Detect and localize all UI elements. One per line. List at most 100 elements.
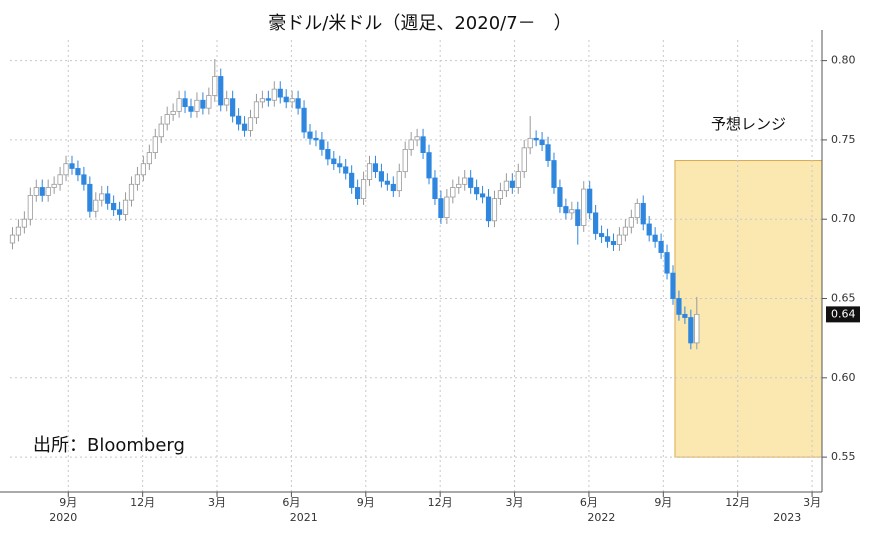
candle-body [616,234,623,245]
candle-body [134,174,141,185]
candle-body [503,180,509,192]
y-tick-label: 0.60 [831,371,856,384]
candle-body [593,212,599,234]
candle-body [634,202,640,219]
candle-body [658,241,664,253]
candle-body [366,163,373,180]
candle-body [557,187,563,207]
candle-body [51,183,57,188]
candle-body [63,163,69,176]
candle-body [122,199,129,215]
candle-body [587,188,593,214]
candle-body [384,180,390,185]
candle-body [646,223,652,236]
candle-body [164,114,170,125]
candle-body [670,272,676,299]
candle-body [33,187,39,196]
candle-body [402,149,408,173]
forecast-label: 予想レンジ [711,115,786,133]
x-tick-label: 12月 [428,496,453,509]
candle-body [474,187,480,195]
candle-body [640,202,646,225]
candle-body [343,166,349,174]
forecast-range [674,160,823,458]
candle-body [241,123,248,131]
candle-body [604,236,611,242]
candle-body [349,172,355,188]
x-tick-label: 3月 [506,496,524,509]
candle-body [152,136,158,154]
y-tick-label: 0.75 [831,133,856,146]
candle-body [230,98,236,117]
candle-body [450,187,456,198]
candle-body [331,158,337,165]
candle-body [682,313,688,318]
candle-body [146,152,152,165]
candle-body [170,110,176,115]
candle-body [408,139,414,150]
candle-body [224,98,230,106]
y-tick-label: 0.70 [831,212,856,225]
y-tick-label: 0.80 [831,54,856,67]
x-tick-label: 12月 [725,496,750,509]
candle-body [87,183,93,212]
candle-body [527,137,533,149]
x-tick-label: 3月 [803,496,821,509]
candle-body [360,179,367,199]
candle-body [420,136,426,154]
candle-body [313,137,319,141]
candle-body [610,241,617,245]
candle-body [105,193,111,204]
candle-body [200,99,206,109]
candle-body [75,168,81,176]
x-tick-label: 9月 [59,496,77,509]
candle-body [271,88,277,101]
candle-body [694,313,700,344]
x-tick-label: 9月 [357,496,375,509]
candle-body [182,98,188,108]
candle-body [259,98,266,103]
candle-body [563,206,569,214]
candle-body [325,149,331,160]
candle-body [9,234,16,244]
candle-body [140,163,146,176]
candle-body [301,107,307,133]
candle-body [539,139,545,146]
candle-body [456,183,462,188]
x-tick-label: 6月 [282,496,300,509]
candle-body [676,298,682,315]
last-value-label: 0.64 [831,307,856,320]
candle-body [206,95,212,109]
x-tick-label: 3月 [208,496,226,509]
candle-body [188,106,194,112]
y-tick-label: 0.55 [831,450,856,463]
candle-body [283,96,289,103]
candle-body [39,187,45,196]
candle-body [628,217,634,228]
candle-body [396,171,402,192]
candle-body [509,180,515,188]
candle-body [378,171,385,182]
y-tick-label: 0.65 [831,292,856,305]
candle-body [432,177,438,199]
candle-body [128,183,135,201]
candle-body [462,177,468,185]
candle-body [289,98,295,103]
candle-body [533,137,539,141]
candle-body [295,98,301,109]
candle-body [111,202,117,211]
candle-body [545,144,551,161]
chart-title: 豪ドル/米ドル（週足、2020/7－ ） [268,13,571,34]
x-tick-label: 6月 [580,496,598,509]
candle-body [15,226,22,236]
candle-body [265,98,271,101]
candle-body [598,233,605,238]
candle-body [57,174,63,185]
candle-body [515,171,521,188]
candle-body [664,252,670,274]
source-note: 出所：Bloomberg [33,435,185,456]
candle-body [652,234,658,242]
candle-body [21,218,27,228]
candle-body [372,163,379,173]
candle-body [212,76,218,96]
